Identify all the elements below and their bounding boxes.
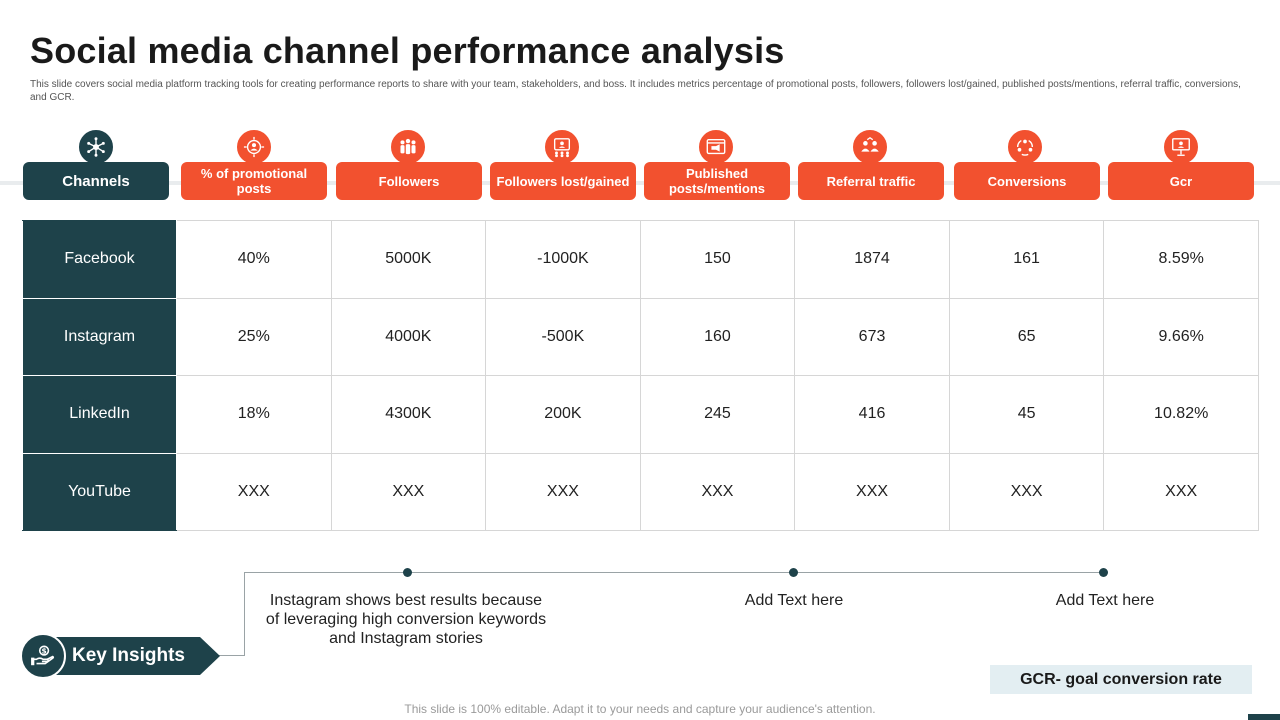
- table-cell: 160: [639, 297, 796, 376]
- network-hub-icon: [77, 128, 115, 166]
- column-header-conversions: Conversions: [954, 162, 1100, 200]
- table-cell: XXX: [330, 452, 487, 531]
- table-cell: 673: [794, 297, 950, 376]
- table-row: Facebook 40% 5000K -1000K 150 1874 161 8…: [22, 220, 1259, 299]
- table-row: Instagram 25% 4000K -500K 160 673 65 9.6…: [22, 297, 1259, 376]
- corner-accent: [1248, 714, 1280, 720]
- column-header-gcr: Gcr: [1108, 162, 1254, 200]
- table-cell: -500K: [485, 297, 641, 376]
- svg-text:$: $: [41, 646, 46, 655]
- key-insights-label: Key Insights: [72, 645, 185, 666]
- table-cell: 18%: [176, 375, 332, 454]
- conversion-cycle-icon: [1006, 128, 1044, 166]
- insight-note: Instagram shows best results because of …: [265, 592, 547, 647]
- timeline-connector: [216, 655, 245, 656]
- table-cell: 245: [639, 375, 796, 454]
- page-title: Social media channel performance analysi…: [30, 30, 785, 71]
- timeline-line: [244, 572, 1106, 573]
- table-cell: 65: [948, 297, 1105, 376]
- table-cell: 25%: [176, 297, 332, 376]
- channel-name: Facebook: [22, 220, 177, 299]
- timeline-dot: [403, 568, 412, 577]
- table-cell: 9.66%: [1103, 297, 1259, 376]
- table-cell: XXX: [639, 452, 796, 531]
- channel-name: YouTube: [22, 452, 177, 531]
- table-cell: XXX: [948, 452, 1105, 531]
- column-header-followers-lost-gained: Followers lost/gained: [490, 162, 636, 200]
- table-cell: 40%: [176, 220, 332, 299]
- table-cell: 10.82%: [1103, 375, 1259, 454]
- timeline-dot: [1099, 568, 1108, 577]
- timeline-dot: [789, 568, 798, 577]
- browser-megaphone-icon: [697, 128, 735, 166]
- table-cell: XXX: [794, 452, 950, 531]
- table-cell: XXX: [1103, 452, 1259, 531]
- column-header-channels: Channels: [23, 162, 169, 200]
- performance-table: Facebook 40% 5000K -1000K 150 1874 161 8…: [22, 220, 1259, 531]
- table-cell: XXX: [176, 452, 332, 531]
- table-cell: 4000K: [330, 297, 487, 376]
- table-cell: 4300K: [330, 375, 487, 454]
- table-row: LinkedIn 18% 4300K 200K 245 416 45 10.82…: [22, 375, 1259, 454]
- insight-note: Add Text here: [744, 592, 844, 609]
- footer-note: This slide is 100% editable. Adapt it to…: [404, 702, 876, 716]
- table-row: YouTube XXX XXX XXX XXX XXX XXX XXX: [22, 452, 1259, 531]
- column-header-promotional-posts: % of promotional posts: [181, 162, 327, 200]
- column-header-published-posts: Published posts/mentions: [644, 162, 790, 200]
- table-cell: 45: [948, 375, 1105, 454]
- table-cell: 1874: [794, 220, 950, 299]
- channel-name: LinkedIn: [22, 375, 177, 454]
- referral-people-icon: [851, 128, 889, 166]
- header-band: [0, 181, 1280, 185]
- channel-name: Instagram: [22, 297, 177, 376]
- gcr-definition: GCR- goal conversion rate: [990, 665, 1252, 694]
- hand-dollar-icon: $: [20, 633, 66, 679]
- column-header-referral-traffic: Referral traffic: [798, 162, 944, 200]
- table-cell: -1000K: [485, 220, 641, 299]
- column-header-followers: Followers: [336, 162, 482, 200]
- table-cell: 150: [639, 220, 796, 299]
- presentation-board-icon: [1162, 128, 1200, 166]
- table-cell: 161: [948, 220, 1105, 299]
- timeline-connector: [244, 572, 245, 656]
- table-cell: 5000K: [330, 220, 487, 299]
- insight-note: Add Text here: [1055, 592, 1155, 609]
- users-screen-icon: [543, 128, 581, 166]
- table-cell: 200K: [485, 375, 641, 454]
- table-cell: 8.59%: [1103, 220, 1259, 299]
- people-group-icon: [389, 128, 427, 166]
- table-cell: XXX: [485, 452, 641, 531]
- table-cell: 416: [794, 375, 950, 454]
- target-user-icon: [235, 128, 273, 166]
- page-subtitle: This slide covers social media platform …: [30, 79, 1241, 103]
- key-insights-tag: [40, 637, 220, 675]
